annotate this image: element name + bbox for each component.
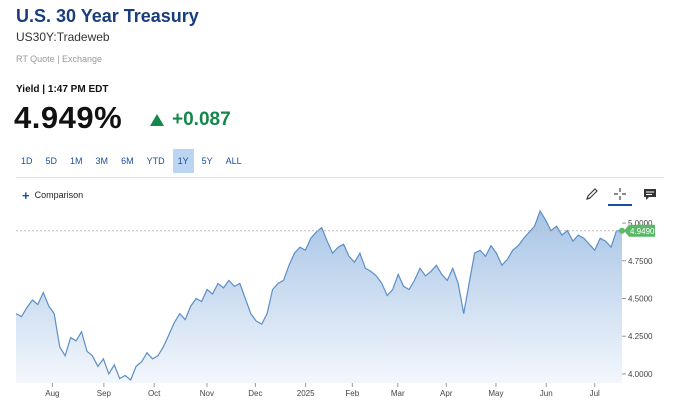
range-5y[interactable]: 5Y [201,156,213,166]
x-axis-ticks: Aug Sep Oct Nov Dec 2025 Feb Mar Apr May Jun Jul [45,383,600,398]
x-tick-label: Apr [440,389,453,398]
quote-meta: RT Quote | Exchange [16,54,103,64]
range-3m[interactable]: 3M [95,156,109,166]
x-tick-label: Dec [248,389,262,398]
y-tick-label: 4.0000 [628,370,653,379]
x-tick-label: Mar [391,389,405,398]
page-title: U.S. 30 Year Treasury [16,6,199,26]
comparison-label: Comparison [34,190,84,200]
symbol-subtitle: US30Y:Tradeweb [16,30,110,44]
y-tick-label: 4.2500 [628,332,653,341]
change-group: +0.087 [150,109,231,131]
yield-timestamp: Yield | 1:47 PM EDT [16,84,109,95]
x-tick-label: Jun [540,389,553,398]
current-value-label: 4.9490 [630,227,655,236]
up-arrow-icon [150,114,164,126]
x-tick-label: Nov [200,389,214,398]
y-tick-label: 5.0000 [628,219,653,228]
draw-tool-button[interactable] [580,184,604,204]
y-tick-label: 4.7500 [628,257,653,266]
yield-line [15,209,623,381]
crosshair-icon [614,188,626,200]
current-value-tag [624,224,655,237]
y-axis-ticks: 4.0000 4.2500 4.5000 4.7500 5.0000 [628,219,653,379]
pencil-icon [586,188,598,200]
comment-icon [644,189,656,200]
comparison-button[interactable]: + Comparison [22,187,84,203]
range-1m[interactable]: 1M [70,156,83,166]
crosshair-tool-button[interactable] [608,184,632,206]
range-all[interactable]: ALL [225,156,242,166]
range-1y[interactable]: 1Y [172,149,194,173]
yield-chart: 4.0000 4.2500 4.5000 4.7500 5.0000 Aug Sep Oct… [15,209,655,398]
comment-tool-button[interactable] [638,184,662,204]
x-tick-label: 2025 [297,389,315,398]
plus-icon: + [22,187,30,203]
divider [16,177,664,178]
x-tick-label: Sep [97,389,112,398]
range-5d[interactable]: 5D [45,156,58,166]
x-tick-label: Feb [345,389,359,398]
x-tick-label: Aug [45,389,59,398]
range-ytd[interactable]: YTD [146,156,165,166]
current-value-marker: 4.9490 [619,224,655,237]
y-gridlines [622,222,626,375]
x-tick-label: Jul [590,389,600,398]
x-tick-label: Oct [148,389,161,398]
x-tick-label: May [488,389,503,398]
range-selector: 1D 5D 1M 3M 6M YTD 1Y 5Y ALL [16,149,250,173]
yield-area [16,211,622,383]
yield-value: 4.949% [14,100,123,135]
y-tick-label: 4.5000 [628,295,653,304]
range-1d[interactable]: 1D [21,156,33,166]
range-6m[interactable]: 6M [121,156,134,166]
current-value-dot [619,227,625,234]
change-value: +0.087 [172,109,231,130]
